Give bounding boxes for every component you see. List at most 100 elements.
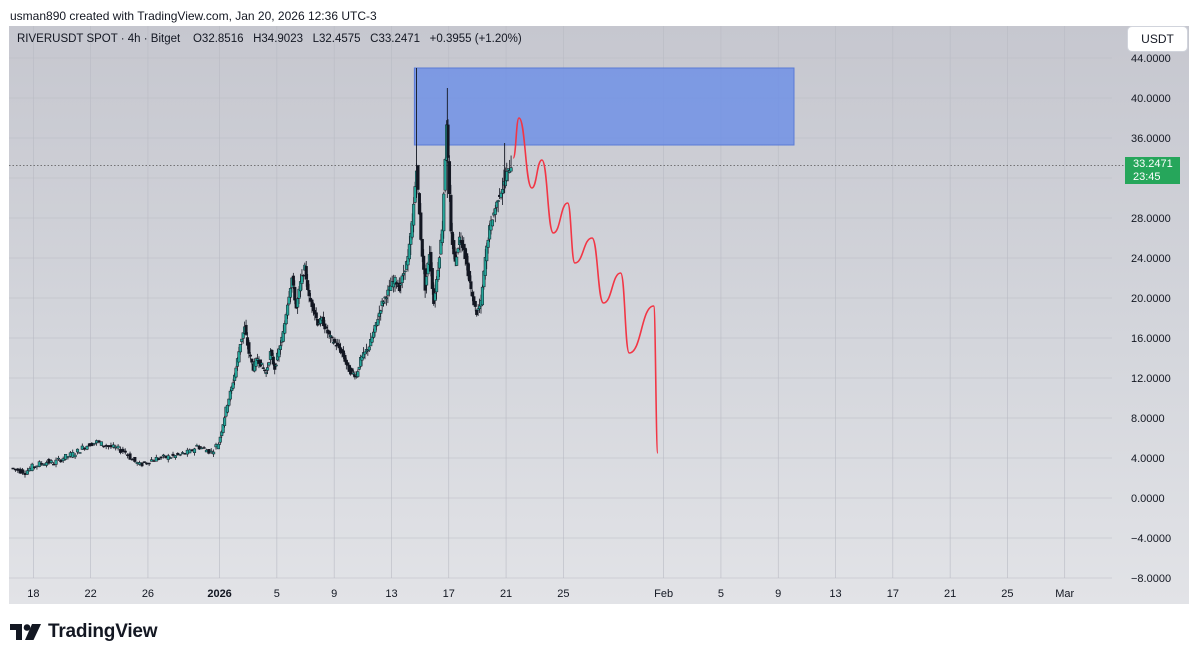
candle (71, 449, 75, 459)
x-tick-label: Mar (1055, 588, 1074, 600)
y-tick-label: 16.0000 (1131, 333, 1171, 345)
candle (261, 364, 265, 369)
candle (314, 307, 318, 321)
time-axis: 18 22 26 2026 5 9 13 17 21 25 Feb 5 9 13 17 21 25 Mar (27, 588, 1074, 600)
candle (80, 443, 84, 450)
y-tick-label: 24.0000 (1131, 253, 1171, 265)
symbol-info: RIVERUSDT SPOT · 4h · Bitget (17, 33, 181, 45)
candle (178, 453, 182, 457)
candle (367, 345, 371, 353)
y-tick-label: 36.0000 (1131, 133, 1171, 145)
brand-name: TradingView (48, 621, 158, 642)
candle (319, 315, 323, 327)
candle (327, 330, 331, 339)
candle-series (11, 68, 513, 478)
candle (66, 456, 70, 460)
candle (133, 456, 137, 463)
candle (286, 302, 290, 319)
candle (480, 284, 484, 306)
candle (379, 309, 383, 321)
candle (73, 452, 77, 459)
y-tick-label: 40.0000 (1131, 93, 1171, 105)
candle (92, 442, 96, 446)
candle (288, 287, 293, 303)
candle (44, 460, 49, 468)
y-tick-label: −8.0000 (1131, 573, 1171, 585)
candle (416, 164, 420, 195)
candle (301, 274, 305, 282)
candle (316, 318, 320, 327)
high-value: H34.9023 (253, 33, 303, 45)
candle (32, 466, 37, 470)
candle (447, 155, 452, 202)
price-axis: 44.000040.000036.000032.000028.000024.00… (1131, 53, 1171, 585)
candle (330, 335, 334, 342)
candle (509, 155, 513, 172)
candle (54, 457, 58, 468)
chart-credit: usman890 created with TradingView.com, J… (10, 9, 377, 23)
candle (356, 369, 360, 379)
candle (123, 448, 127, 455)
candle (475, 309, 479, 317)
y-tick-label: 0.0000 (1131, 493, 1165, 505)
candle (380, 298, 384, 312)
candle (142, 461, 146, 464)
candle (241, 332, 245, 344)
candle (159, 456, 163, 460)
candle (486, 237, 490, 254)
currency-button[interactable]: USDT (1128, 27, 1187, 51)
candle (333, 337, 337, 344)
candle (425, 276, 429, 294)
candle (394, 281, 399, 289)
candle (99, 441, 103, 446)
tradingview-logo[interactable]: TradingView (10, 621, 158, 643)
candle (161, 453, 166, 459)
x-tick-label: 17 (443, 588, 455, 600)
x-tick-label: 17 (887, 588, 899, 600)
candle (267, 361, 271, 367)
candle (223, 415, 227, 428)
candle (490, 219, 495, 227)
candle (202, 446, 206, 449)
last-price-badge: 33.2471 23:45 (1125, 157, 1180, 184)
y-tick-label: −4.0000 (1131, 533, 1171, 545)
bearish-projection-line[interactable] (512, 117, 659, 454)
y-tick-label: 8.0000 (1131, 413, 1165, 425)
candle (25, 467, 29, 475)
candle (195, 443, 199, 447)
candle (260, 362, 264, 365)
x-tick-label: 21 (500, 588, 512, 600)
candle (192, 447, 197, 456)
x-tick-label: 25 (557, 588, 569, 600)
candle (78, 452, 82, 454)
candle (85, 445, 89, 451)
x-tick-label: 9 (775, 588, 781, 600)
candle (154, 454, 158, 462)
last-price-value: 33.2471 (1133, 158, 1173, 170)
close-value: C33.2471 (370, 33, 421, 45)
x-tick-label: 5 (274, 588, 280, 600)
candle (176, 452, 180, 456)
tradingview-icon (10, 624, 41, 640)
open-value: O32.8516 (192, 33, 244, 45)
candle (496, 199, 500, 213)
bar-countdown: 23:45 (1133, 171, 1161, 183)
candle (121, 446, 125, 454)
candle (49, 459, 53, 465)
candle (188, 448, 192, 454)
candle (171, 451, 175, 458)
x-tick-label: 13 (829, 588, 841, 600)
x-tick-label: 5 (718, 588, 724, 600)
candle (111, 442, 115, 449)
candle (270, 349, 274, 357)
candle (21, 467, 25, 475)
candle (61, 456, 65, 463)
change-value: +0.3955 (+1.20%) (429, 33, 522, 45)
candle (157, 457, 161, 461)
candle (357, 366, 361, 371)
x-tick-label: 2026 (207, 588, 231, 600)
supply-zone-rect[interactable] (413, 67, 795, 146)
candle (366, 349, 370, 356)
x-tick-label: 26 (142, 588, 154, 600)
